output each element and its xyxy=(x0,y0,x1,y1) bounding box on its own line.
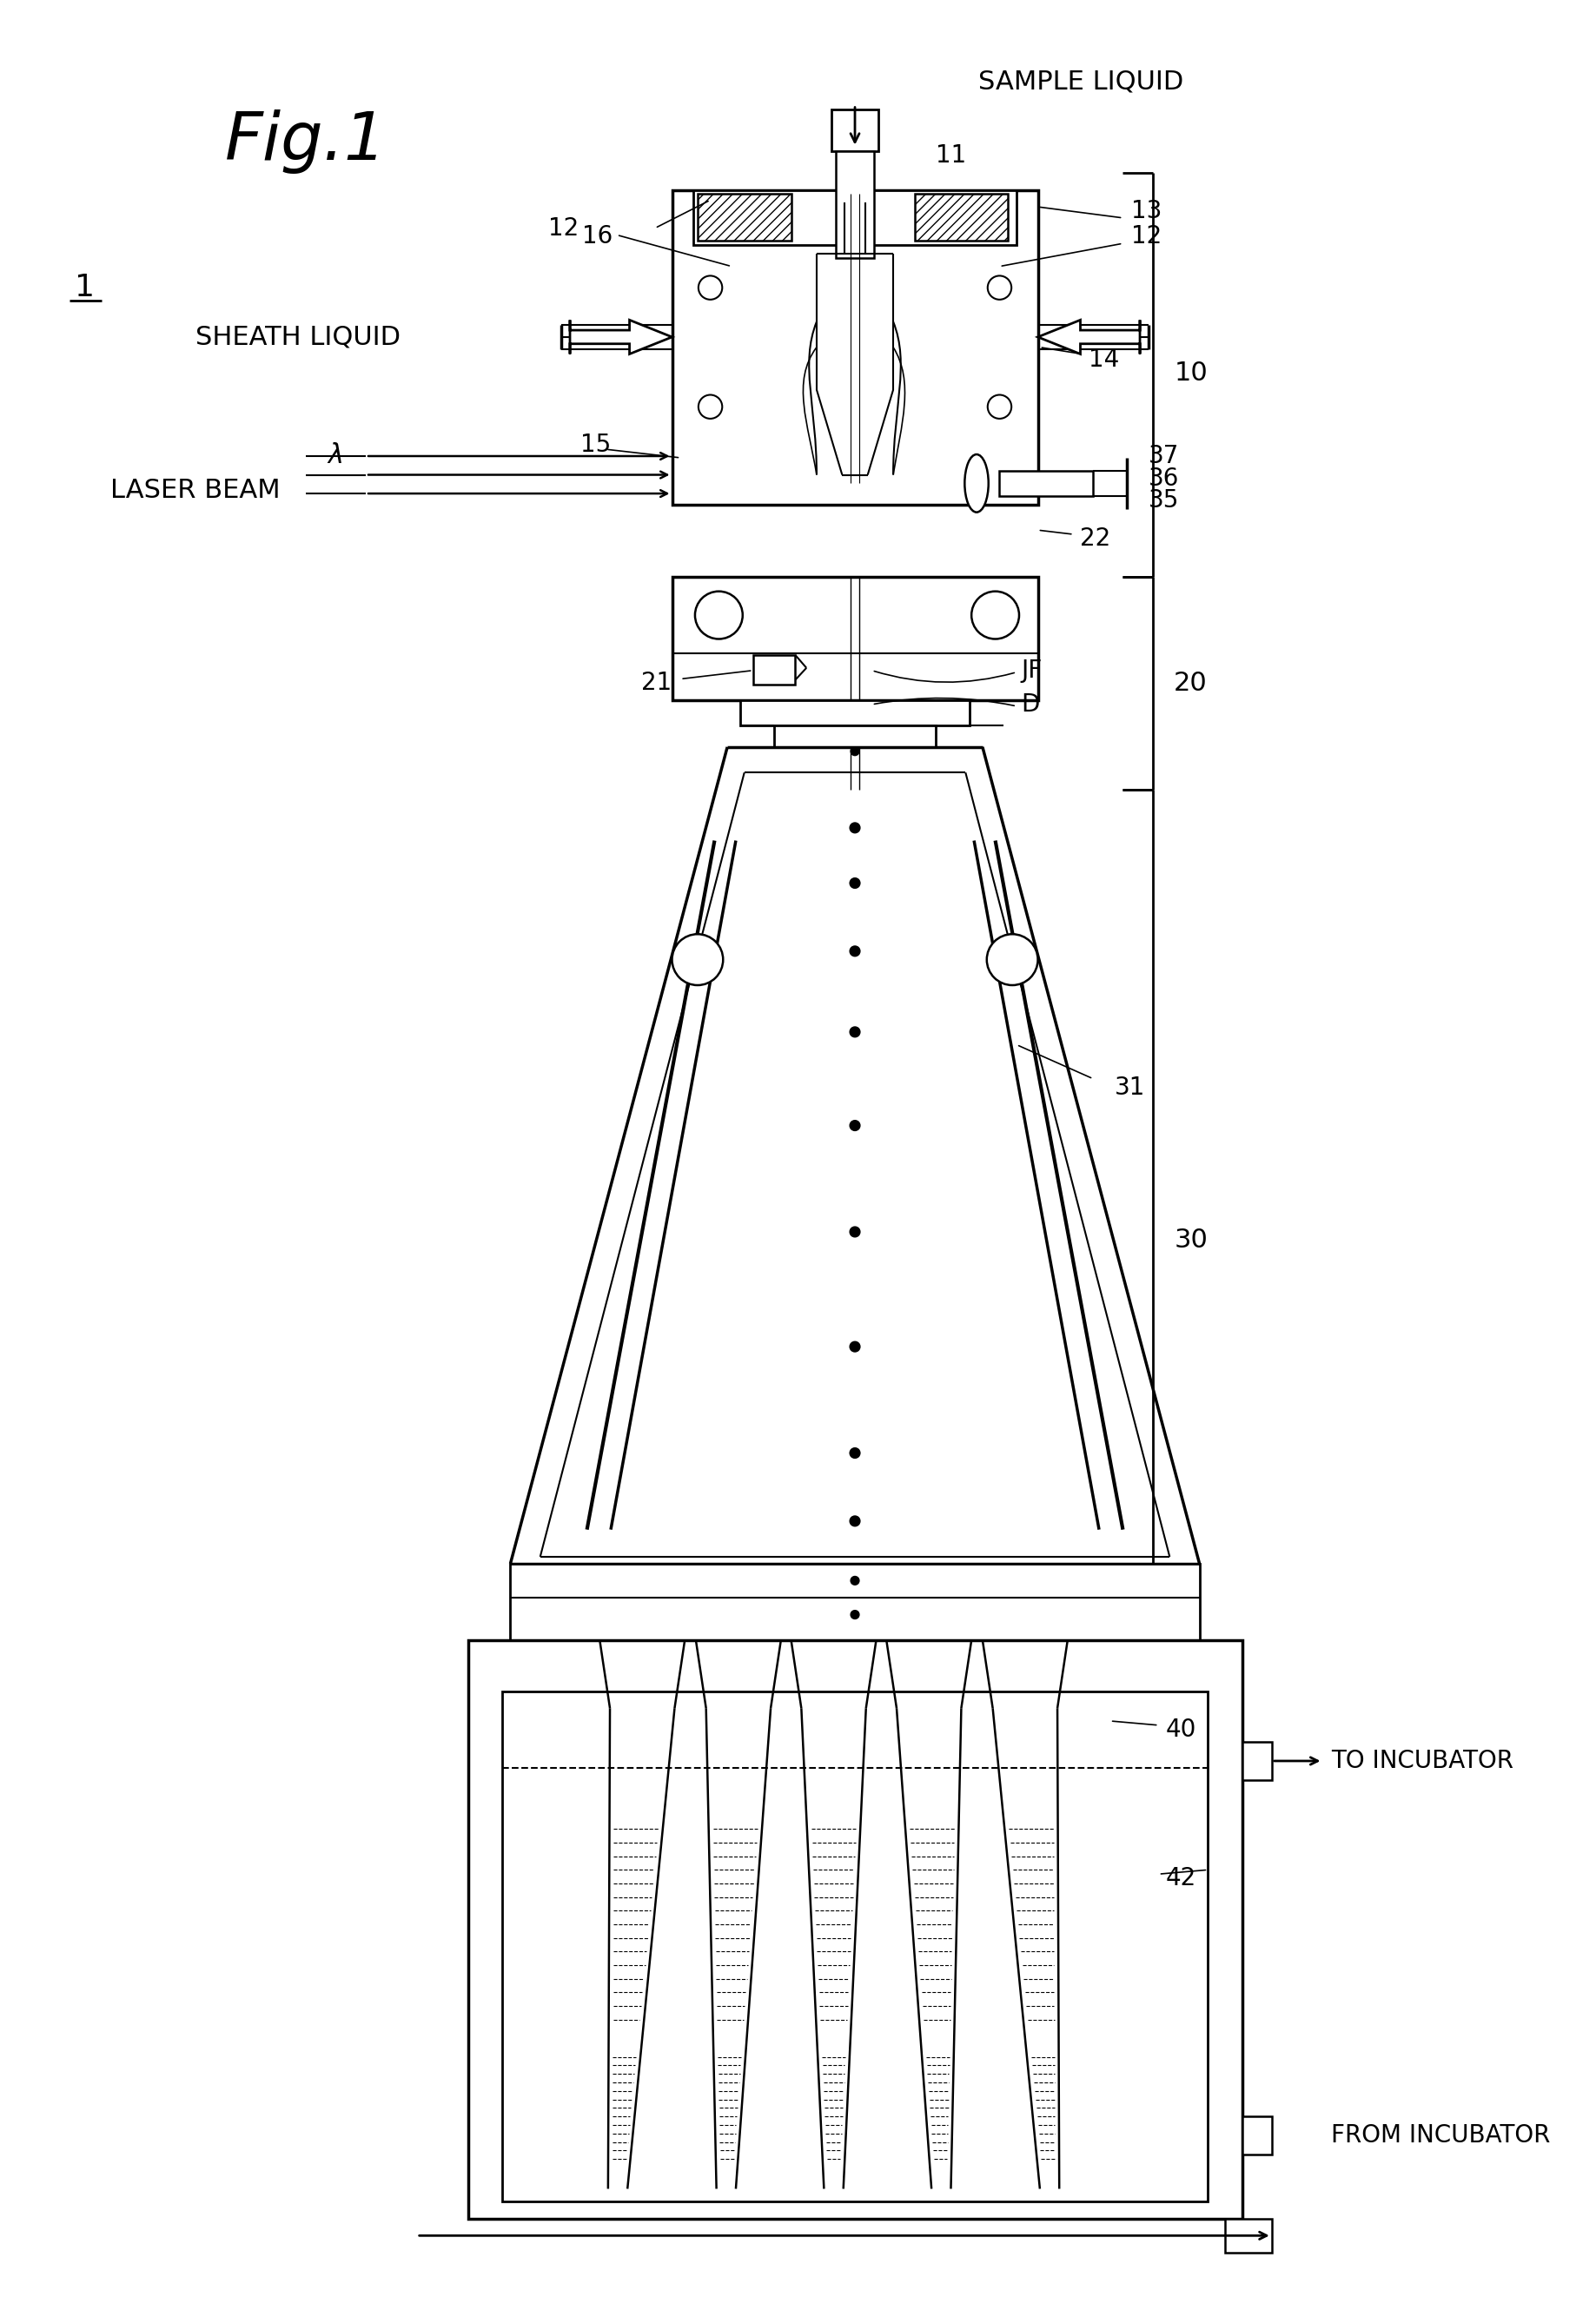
Bar xyxy=(832,108,879,152)
Text: 1: 1 xyxy=(75,273,96,303)
Bar xyxy=(672,577,1037,701)
Circle shape xyxy=(849,946,860,956)
Text: 37: 37 xyxy=(1149,443,1179,469)
Circle shape xyxy=(849,1447,860,1459)
Text: SHEATH LIQUID: SHEATH LIQUID xyxy=(196,324,401,349)
Bar xyxy=(836,152,873,257)
Circle shape xyxy=(988,276,1012,299)
Bar xyxy=(999,471,1093,496)
Circle shape xyxy=(986,935,1037,985)
Bar xyxy=(753,655,795,685)
Bar xyxy=(501,1691,1208,2201)
Bar xyxy=(1226,2219,1272,2253)
Text: SAMPLE LIQUID: SAMPLE LIQUID xyxy=(978,69,1184,94)
Circle shape xyxy=(849,877,860,889)
Circle shape xyxy=(851,747,859,756)
Circle shape xyxy=(672,935,723,985)
Bar xyxy=(774,726,935,747)
Text: 22: 22 xyxy=(1080,526,1111,551)
Text: 11: 11 xyxy=(935,145,966,168)
Circle shape xyxy=(851,1610,859,1619)
Polygon shape xyxy=(570,319,672,354)
Circle shape xyxy=(694,590,742,639)
Circle shape xyxy=(972,590,1020,639)
Text: LASER BEAM: LASER BEAM xyxy=(110,478,281,503)
Text: 10: 10 xyxy=(1175,361,1208,386)
Circle shape xyxy=(849,822,860,834)
Text: 31: 31 xyxy=(1114,1075,1144,1100)
Text: 35: 35 xyxy=(1149,489,1179,512)
Bar xyxy=(672,191,1037,505)
Bar xyxy=(1242,1741,1272,1780)
Bar xyxy=(697,195,792,241)
Circle shape xyxy=(849,1227,860,1238)
Text: D: D xyxy=(1021,691,1039,717)
Text: Fig.1: Fig.1 xyxy=(225,108,388,172)
Circle shape xyxy=(849,1516,860,1525)
Text: 15: 15 xyxy=(581,432,611,457)
Text: JF: JF xyxy=(1021,659,1042,682)
Circle shape xyxy=(849,1121,860,1130)
Text: 14: 14 xyxy=(1088,347,1119,372)
Circle shape xyxy=(849,1341,860,1353)
Text: 42: 42 xyxy=(1165,1865,1195,1890)
Text: 13: 13 xyxy=(1132,200,1162,223)
Text: 12: 12 xyxy=(1132,225,1162,248)
Text: 40: 40 xyxy=(1165,1718,1195,1741)
Text: TO INCUBATOR: TO INCUBATOR xyxy=(1331,1748,1513,1773)
Circle shape xyxy=(699,395,723,418)
Text: λ: λ xyxy=(329,443,343,469)
Bar xyxy=(511,1564,1200,1640)
Text: FROM INCUBATOR: FROM INCUBATOR xyxy=(1331,2122,1551,2148)
Ellipse shape xyxy=(964,455,988,512)
Circle shape xyxy=(988,395,1012,418)
Polygon shape xyxy=(1037,319,1140,354)
Text: 16: 16 xyxy=(583,225,613,248)
Bar xyxy=(915,195,1009,241)
Bar xyxy=(741,701,970,726)
Circle shape xyxy=(699,276,723,299)
Text: 30: 30 xyxy=(1175,1229,1208,1252)
Text: 20: 20 xyxy=(1175,671,1208,696)
Circle shape xyxy=(851,1576,859,1585)
Text: 12: 12 xyxy=(547,216,578,241)
Bar xyxy=(1242,2116,1272,2155)
Text: 36: 36 xyxy=(1149,466,1179,492)
Bar xyxy=(468,1640,1242,2219)
Text: 21: 21 xyxy=(642,671,672,696)
Bar xyxy=(693,191,1017,246)
Circle shape xyxy=(849,1027,860,1036)
